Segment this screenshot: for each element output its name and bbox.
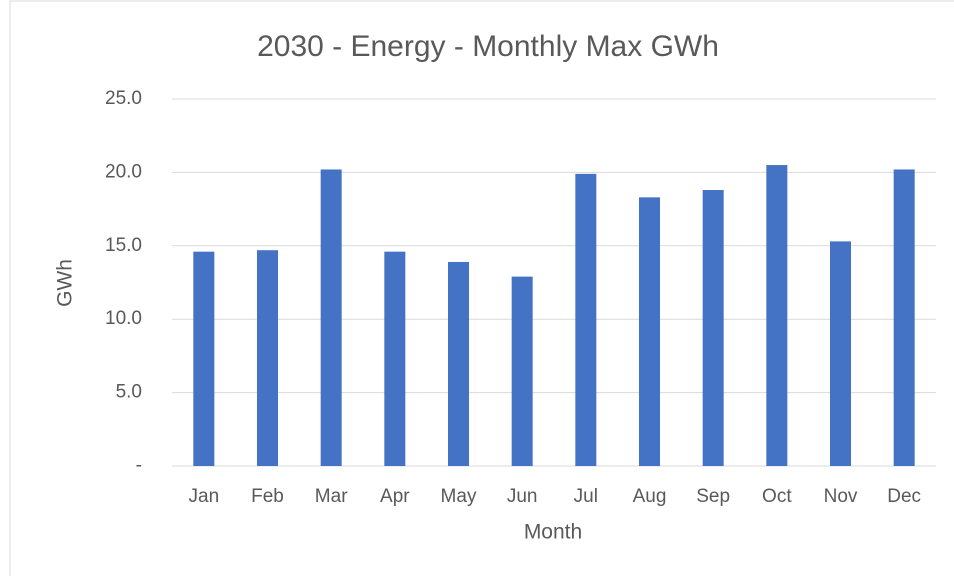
y-tick-label: 5.0 <box>116 382 142 403</box>
x-tick-label: Sep <box>696 486 730 507</box>
y-tick-label: 25.0 <box>105 88 142 109</box>
y-tick-label: - <box>136 455 142 476</box>
x-tick-label: Nov <box>824 486 858 507</box>
bar <box>702 190 724 467</box>
y-axis-title: GWh <box>54 259 77 307</box>
x-tick-label: Jan <box>189 486 220 507</box>
bar <box>638 197 661 466</box>
bar <box>447 261 470 466</box>
bar <box>256 250 279 466</box>
chart-title: 2030 - Energy - Monthly Max GWh <box>257 30 719 63</box>
y-tick-label: 15.0 <box>105 235 142 256</box>
x-tick-label: Dec <box>887 486 921 507</box>
y-tick-label: 20.0 <box>105 161 142 182</box>
x-axis-title: Month <box>524 521 582 544</box>
x-tick-label: Jul <box>574 486 598 507</box>
bar <box>829 241 852 466</box>
x-tick-label: Mar <box>315 486 348 507</box>
bar <box>893 169 915 467</box>
x-tick-label: Apr <box>380 486 410 507</box>
x-tick-label: Oct <box>762 486 792 507</box>
bar <box>511 276 533 466</box>
x-tick-label: Feb <box>251 486 284 507</box>
x-tick-label: Aug <box>633 486 667 507</box>
x-tick-label: May <box>441 486 477 507</box>
x-tick-label: Jun <box>507 486 538 507</box>
bar <box>384 251 406 466</box>
y-tick-label: 10.0 <box>105 308 142 329</box>
chart-frame <box>9 0 954 576</box>
bar <box>575 173 597 467</box>
bar <box>193 251 215 466</box>
bar <box>320 169 342 467</box>
bar <box>766 165 788 466</box>
